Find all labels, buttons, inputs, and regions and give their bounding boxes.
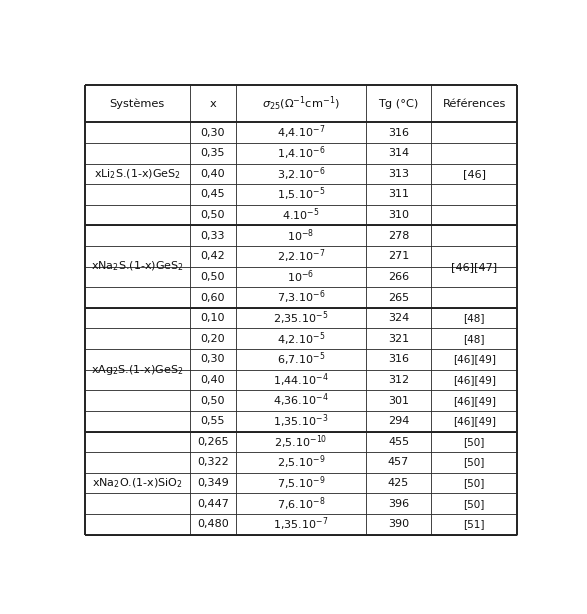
Text: 310: 310	[388, 210, 409, 220]
Text: 0,30: 0,30	[201, 354, 225, 364]
Text: 2,5.10$^{-10}$: 2,5.10$^{-10}$	[274, 433, 328, 451]
Text: [48]: [48]	[464, 313, 485, 323]
Text: 301: 301	[388, 395, 409, 406]
Text: 0,349: 0,349	[197, 478, 229, 488]
Text: 2,2.10$^{-7}$: 2,2.10$^{-7}$	[276, 247, 325, 265]
Text: 0,45: 0,45	[201, 190, 225, 200]
Text: 316: 316	[388, 128, 409, 138]
Text: 4,36.10$^{-4}$: 4,36.10$^{-4}$	[273, 392, 329, 410]
Text: 10$^{-8}$: 10$^{-8}$	[287, 227, 315, 244]
Text: 0,30: 0,30	[201, 128, 225, 138]
Text: [50]: [50]	[464, 437, 485, 447]
Text: [48]: [48]	[464, 334, 485, 344]
Text: 7,5.10$^{-9}$: 7,5.10$^{-9}$	[276, 474, 325, 492]
Text: [46][49]: [46][49]	[453, 416, 495, 426]
Text: 0,60: 0,60	[201, 292, 225, 303]
Text: 324: 324	[388, 313, 409, 323]
Text: 321: 321	[388, 334, 409, 344]
Text: 316: 316	[388, 354, 409, 364]
Text: 312: 312	[388, 375, 409, 385]
Text: 1,35.10$^{-3}$: 1,35.10$^{-3}$	[273, 413, 329, 430]
Text: 1,4.10$^{-6}$: 1,4.10$^{-6}$	[276, 144, 325, 162]
Text: 457: 457	[388, 457, 409, 467]
Text: 396: 396	[388, 499, 409, 509]
Text: 4,2.10$^{-5}$: 4,2.10$^{-5}$	[276, 330, 325, 348]
Text: 0,42: 0,42	[201, 251, 225, 262]
Text: 7,3.10$^{-6}$: 7,3.10$^{-6}$	[276, 289, 325, 306]
Text: 0,480: 0,480	[197, 519, 229, 529]
Text: 313: 313	[388, 169, 409, 179]
Text: 311: 311	[388, 190, 409, 200]
Text: 1,44.10$^{-4}$: 1,44.10$^{-4}$	[273, 371, 329, 389]
Text: 0,265: 0,265	[197, 437, 229, 447]
Text: [46]: [46]	[463, 169, 485, 179]
Text: 0,20: 0,20	[201, 334, 225, 344]
Text: xAg$_2$S.(1-x)GeS$_2$: xAg$_2$S.(1-x)GeS$_2$	[91, 363, 183, 377]
Text: Tg (°C): Tg (°C)	[379, 99, 419, 109]
Text: 314: 314	[388, 148, 409, 158]
Text: [50]: [50]	[464, 457, 485, 467]
Text: [46][49]: [46][49]	[453, 395, 495, 406]
Text: 455: 455	[388, 437, 409, 447]
Text: [46][47]: [46][47]	[451, 262, 497, 271]
Text: 2,5.10$^{-9}$: 2,5.10$^{-9}$	[276, 454, 325, 472]
Text: 294: 294	[388, 416, 409, 426]
Text: 0,10: 0,10	[201, 313, 225, 323]
Text: 3,2.10$^{-6}$: 3,2.10$^{-6}$	[276, 165, 325, 183]
Text: 0,55: 0,55	[201, 416, 225, 426]
Text: Références: Références	[443, 99, 506, 109]
Text: Systèmes: Systèmes	[110, 99, 165, 109]
Text: 0,447: 0,447	[197, 499, 229, 509]
Text: 0,322: 0,322	[197, 457, 229, 467]
Text: 0,50: 0,50	[201, 272, 225, 282]
Text: $\sigma_{25}(\Omega^{-1}$cm$^{-1})$: $\sigma_{25}(\Omega^{-1}$cm$^{-1})$	[262, 95, 340, 113]
Text: 7,6.10$^{-8}$: 7,6.10$^{-8}$	[276, 495, 325, 513]
Text: 2,35.10$^{-5}$: 2,35.10$^{-5}$	[273, 309, 329, 327]
Text: 278: 278	[388, 231, 409, 241]
Text: xNa$_2$O.(1-x)SiO$_2$: xNa$_2$O.(1-x)SiO$_2$	[92, 476, 183, 490]
Text: xNa$_2$S.(1-x)GeS$_2$: xNa$_2$S.(1-x)GeS$_2$	[91, 260, 184, 273]
Text: 425: 425	[388, 478, 409, 488]
Text: 266: 266	[388, 272, 409, 282]
Text: 271: 271	[388, 251, 409, 262]
Text: 4.10$^{-5}$: 4.10$^{-5}$	[282, 207, 320, 223]
Text: 1,5.10$^{-5}$: 1,5.10$^{-5}$	[276, 185, 325, 203]
Text: [50]: [50]	[464, 478, 485, 488]
Text: [46][49]: [46][49]	[453, 375, 495, 385]
Text: 0,50: 0,50	[201, 395, 225, 406]
Text: xLi$_2$S.(1-x)GeS$_2$: xLi$_2$S.(1-x)GeS$_2$	[94, 167, 181, 181]
Text: 1,35.10$^{-7}$: 1,35.10$^{-7}$	[273, 516, 329, 533]
Text: [50]: [50]	[464, 499, 485, 509]
Text: 0,40: 0,40	[201, 375, 225, 385]
Text: 265: 265	[388, 292, 409, 303]
Text: x: x	[210, 99, 217, 109]
Text: 0,35: 0,35	[201, 148, 225, 158]
Text: 0,50: 0,50	[201, 210, 225, 220]
Text: 6,7.10$^{-5}$: 6,7.10$^{-5}$	[276, 351, 325, 368]
Text: 0,33: 0,33	[201, 231, 225, 241]
Text: [51]: [51]	[464, 519, 485, 529]
Text: [46][49]: [46][49]	[453, 354, 495, 364]
Text: 390: 390	[388, 519, 409, 529]
Text: 4,4.10$^{-7}$: 4,4.10$^{-7}$	[276, 124, 325, 141]
Text: 0,40: 0,40	[201, 169, 225, 179]
Text: 10$^{-6}$: 10$^{-6}$	[287, 269, 315, 286]
